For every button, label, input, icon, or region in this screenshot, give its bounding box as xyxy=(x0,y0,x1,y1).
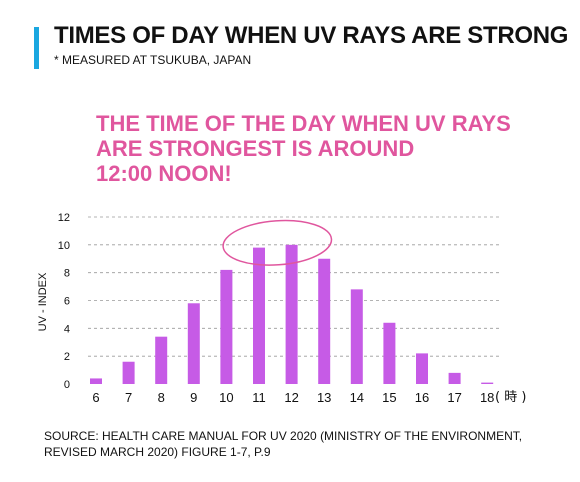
bar-hour-18 xyxy=(481,382,494,384)
x-tick-label: 10 xyxy=(219,390,233,405)
highlight-ellipse xyxy=(222,219,333,266)
callout-line: THE TIME OF THE DAY WHEN UV RAYS xyxy=(96,111,511,136)
callout-text: THE TIME OF THE DAY WHEN UV RAYS ARE STR… xyxy=(96,111,516,186)
bar-layer xyxy=(90,244,494,384)
x-tick-label: 11 xyxy=(252,390,266,405)
uv-bar-chart: 0 2 4 6 8 10 12 6 7 8 9 10 11 12 13 14 15 16 17 18 UV - IN… xyxy=(37,212,526,405)
x-tick-label: 12 xyxy=(284,390,298,405)
bar-hour-16 xyxy=(416,353,428,384)
y-tick-label: 4 xyxy=(64,323,70,335)
y-tick-label: 10 xyxy=(58,240,70,252)
bar-hour-11 xyxy=(253,247,265,384)
x-tick-label: 7 xyxy=(125,390,132,405)
y-axis-label: UV - INDEX xyxy=(37,272,49,331)
bar-hour-17 xyxy=(448,372,461,384)
x-tick-label: 14 xyxy=(350,390,364,405)
bar-hour-9 xyxy=(187,303,200,384)
callout-line: ARE STRONGEST IS AROUND xyxy=(96,136,415,161)
source-note: SOURCE: HEALTH CARE MANUAL FOR UV 2020 (… xyxy=(44,428,564,460)
page-subtitle: * MEASURED AT TSUKUBA, JAPAN xyxy=(54,53,252,67)
x-tick-label: 18 xyxy=(480,390,494,405)
callout-line: 12:00 NOON! xyxy=(96,161,232,186)
source-line: REVISED MARCH 2020) FIGURE 1-7, P.9 xyxy=(44,445,271,459)
x-tick-label: 15 xyxy=(382,390,396,405)
x-axis-unit: ( 時 ) xyxy=(495,390,526,405)
bar-hour-7 xyxy=(122,361,135,384)
bar-hour-6 xyxy=(90,378,102,384)
y-tick-label: 6 xyxy=(64,296,70,308)
y-tick-label: 2 xyxy=(64,351,70,363)
y-tick-label: 12 xyxy=(58,212,70,224)
source-line: SOURCE: HEALTH CARE MANUAL FOR UV 2020 (… xyxy=(44,429,523,443)
bar-hour-12 xyxy=(285,244,298,384)
bar-hour-15 xyxy=(383,322,396,384)
x-tick-label: 6 xyxy=(92,390,99,405)
y-tick-label: 0 xyxy=(64,379,70,391)
x-tick-label: 16 xyxy=(415,390,429,405)
bar-hour-8 xyxy=(155,336,168,384)
x-tick-labels: 6 7 8 9 10 11 12 13 14 15 16 17 18 xyxy=(92,390,494,405)
bar-hour-14 xyxy=(350,289,363,384)
bar-hour-10 xyxy=(220,269,233,384)
x-tick-label: 8 xyxy=(158,390,165,405)
bar-hour-13 xyxy=(318,258,331,384)
y-tick-label: 8 xyxy=(64,268,70,280)
x-tick-label: 17 xyxy=(447,390,461,405)
y-tick-labels: 0 2 4 6 8 10 12 xyxy=(58,212,70,391)
x-tick-label: 9 xyxy=(190,390,197,405)
page-title: TIMES OF DAY WHEN UV RAYS ARE STRONG xyxy=(54,22,569,49)
title-accent-bar xyxy=(34,27,39,69)
x-tick-label: 13 xyxy=(317,390,331,405)
